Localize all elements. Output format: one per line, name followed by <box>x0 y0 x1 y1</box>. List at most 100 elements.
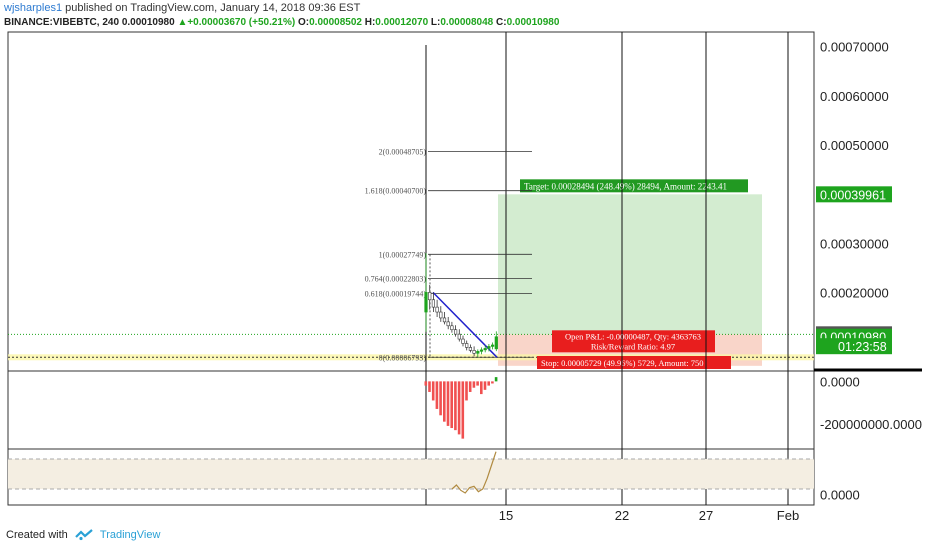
price-tick-label: 0.00030000 <box>820 236 889 251</box>
histogram-bar <box>468 381 472 392</box>
histogram-bar <box>457 381 461 435</box>
up-arrow-icon: ▲ <box>177 17 188 28</box>
fib-level-label: 0(0.00006793) <box>379 353 427 362</box>
candle-body <box>424 292 428 313</box>
indicator-1: 0.0000 -200000000.0000 <box>424 374 922 439</box>
target-zone <box>498 194 762 335</box>
low-value: 0.00008048 <box>440 17 494 28</box>
histogram-bar <box>480 381 483 395</box>
histogram-bar <box>461 381 465 439</box>
high-label: H: <box>364 17 376 28</box>
histogram-bar <box>476 381 479 386</box>
histogram-bar <box>424 381 428 386</box>
symbol-label: BINANCE:VIBEBTC, 240 <box>4 17 120 28</box>
candle-body <box>465 343 469 348</box>
candle-body <box>468 347 473 351</box>
chart-frame <box>7 31 922 506</box>
pnl-label-2: Risk/Reward Ratio: 4.97 <box>591 341 675 351</box>
close-label: C: <box>496 17 507 28</box>
price-axis[interactable]: 0.00070000 0.00060000 0.00050000 0.00030000… <box>816 40 892 355</box>
fib-level-label: 0.764(0.00022803) <box>365 275 427 284</box>
open-label: O: <box>298 17 310 28</box>
time-tick-label: 22 <box>615 508 629 523</box>
histogram-bar <box>450 381 453 429</box>
candles <box>424 253 498 358</box>
candle-body <box>442 317 447 323</box>
price-tick-label: 0.00060000 <box>820 89 889 104</box>
histogram-bar <box>491 381 494 384</box>
time-axis[interactable]: 15 22 27 Feb <box>499 508 799 523</box>
pnl-label-1: Open P&L: -0.00000487, Qty: 4363763 <box>565 331 701 341</box>
candle-body <box>483 348 487 351</box>
time-tick-label: Feb <box>777 508 799 523</box>
histogram-bar <box>472 381 476 388</box>
histogram-bar <box>439 381 442 416</box>
candle-body <box>476 351 480 354</box>
candle-body <box>472 350 476 354</box>
fib-level-label: 2(0.00048705) <box>379 147 427 156</box>
candle-body <box>435 306 439 313</box>
fib-level-label: 0.618(0.00019744) <box>365 290 427 299</box>
candle-body <box>461 338 465 344</box>
username-link[interactable]: wjsharples1 <box>4 2 63 14</box>
histogram-bar <box>428 381 431 392</box>
last-price: 0.00010980 <box>121 17 175 28</box>
price-tag-box <box>816 338 892 355</box>
histogram-bar <box>431 381 435 401</box>
candle-body <box>487 346 491 349</box>
ohlc-header: BINANCE:VIBEBTC, 240 0.00010980 ▲+0.0000… <box>4 17 559 28</box>
candle-body <box>431 299 436 308</box>
high-value: 0.00012070 <box>375 17 429 28</box>
oscillator-line <box>451 451 497 494</box>
close-value: 0.00010980 <box>506 17 560 28</box>
target-stop-zone[interactable]: Target: 0.00028494 (248.49%) 28494, Amou… <box>8 179 814 369</box>
ind1-tick-label: 0.0000 <box>820 374 860 389</box>
publish-header: wjsharples1 published on TradingView.com… <box>4 2 360 14</box>
candle-body <box>446 321 450 327</box>
tradingview-brand[interactable]: TradingView <box>99 529 161 541</box>
footer: Created with TradingView <box>6 529 160 541</box>
low-label: L: <box>430 17 441 28</box>
histogram-bar <box>446 381 450 426</box>
created-with-text: Created with <box>6 529 68 541</box>
price-tag-box <box>816 186 892 203</box>
histogram-bar <box>494 377 498 382</box>
open-value: 0.00008502 <box>309 17 362 28</box>
stop-label-box <box>537 356 731 369</box>
candle-body <box>453 329 458 335</box>
candle-body <box>439 311 443 319</box>
horizontal-line-highlight <box>8 354 814 361</box>
price-tick-label: 0.00070000 <box>820 40 889 55</box>
price-tick-label: 0.00020000 <box>820 285 889 300</box>
ind1-tick-label: -200000000.0000 <box>820 417 922 432</box>
change-value: +0.00003670 (+50.21%) <box>187 17 296 28</box>
published-text: published on TradingView.com, January 14… <box>62 2 361 14</box>
ind2-tick-label: 0.0000 <box>820 487 860 502</box>
histogram-bar <box>465 381 468 401</box>
candle-body <box>490 344 495 347</box>
price-tag-label: 0.00039961 <box>820 188 886 202</box>
fib-level-label: 1.618(0.00040700) <box>365 187 427 196</box>
pnl-label-box <box>552 330 715 353</box>
candle-body <box>428 292 432 301</box>
target-label: Target: 0.00028494 (248.49%) 28494, Amou… <box>524 181 727 191</box>
indicator-2: 0.0000 <box>8 451 860 502</box>
histogram-bar <box>443 381 446 422</box>
fib-level-label: 1(0.00027749) <box>379 250 427 259</box>
price-tag-label: 01:23:58 <box>838 340 887 354</box>
tradingview-logo-icon <box>75 529 93 541</box>
candle-body <box>479 349 484 352</box>
time-tick-label: 27 <box>699 508 713 523</box>
time-tick-label: 15 <box>499 508 513 523</box>
histogram-bar <box>454 381 457 431</box>
fib-extension[interactable]: 2(0.00048705) 1.618(0.00040700) 1(0.000277… <box>365 147 532 362</box>
candle-body <box>494 336 498 350</box>
target-label-box <box>520 179 748 193</box>
price-tick-label: 0.00050000 <box>820 138 889 153</box>
histogram-bar <box>435 381 439 409</box>
histogram-bar <box>483 381 487 390</box>
oscillator-band <box>8 459 814 489</box>
candle-body <box>450 325 454 331</box>
candle-body <box>457 333 461 340</box>
